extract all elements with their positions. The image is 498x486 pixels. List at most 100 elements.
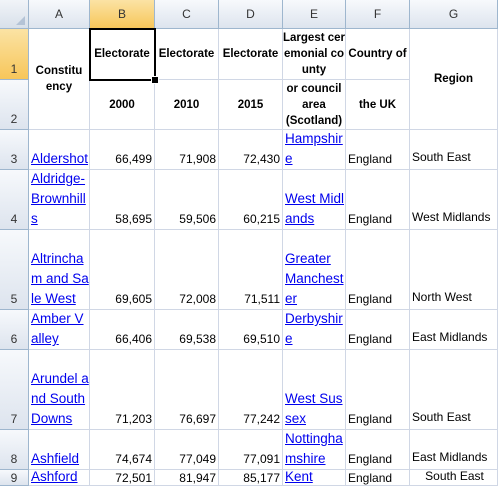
electorate-value: 72,501 xyxy=(115,470,152,485)
constituency-link[interactable]: Ashford xyxy=(31,470,78,484)
table-cell-e2000[interactable]: 66,406 xyxy=(90,310,155,350)
column-header-e[interactable]: E xyxy=(283,0,346,29)
table-cell-country[interactable]: England xyxy=(346,470,410,486)
county-link[interactable]: Derbyshire xyxy=(285,311,343,346)
row-header-5[interactable]: 5 xyxy=(0,230,29,310)
table-cell-region[interactable]: East Midlands xyxy=(410,430,498,470)
constituency-link[interactable]: Altrincham and Sale West xyxy=(31,251,89,306)
header-constituency[interactable]: Constituency xyxy=(29,29,90,130)
row-header-8[interactable]: 8 xyxy=(0,430,29,470)
table-cell-country[interactable]: England xyxy=(346,310,410,350)
table-cell-e2010[interactable]: 81,947 xyxy=(155,470,219,486)
table-cell-e2000[interactable]: 71,203 xyxy=(90,350,155,430)
cell-e2[interactable]: or council area (Scotland) xyxy=(283,80,346,130)
table-cell-e2000[interactable]: 58,695 xyxy=(90,170,155,230)
table-cell-e2010[interactable]: 72,008 xyxy=(155,230,219,310)
table-cell-county[interactable]: West Midlands xyxy=(283,170,346,230)
cell-e1[interactable]: Largest ceremonial county xyxy=(283,29,346,80)
table-cell-e2000[interactable]: 69,605 xyxy=(90,230,155,310)
table-cell-name[interactable]: Ashfield xyxy=(29,430,90,470)
table-cell-region[interactable]: South East xyxy=(410,470,498,486)
table-cell-e2015[interactable]: 85,177 xyxy=(219,470,283,486)
table-cell-name[interactable]: Aldridge-Brownhills xyxy=(29,170,90,230)
table-cell-region[interactable]: East Midlands xyxy=(410,310,498,350)
column-header-b[interactable]: B xyxy=(90,0,155,29)
table-cell-region[interactable]: West Midlands xyxy=(410,170,498,230)
constituency-link[interactable]: Aldridge-Brownhills xyxy=(31,171,86,226)
table-cell-county[interactable]: Kent xyxy=(283,470,346,486)
row-header-4[interactable]: 4 xyxy=(0,170,29,230)
table-cell-e2010[interactable]: 76,697 xyxy=(155,350,219,430)
column-header-a[interactable]: A xyxy=(29,0,90,29)
table-cell-name[interactable]: Amber Valley xyxy=(29,310,90,350)
county-link[interactable]: Greater Manchester xyxy=(285,251,344,306)
country-value: England xyxy=(348,292,393,306)
table-cell-e2015[interactable]: 71,511 xyxy=(219,230,283,310)
table-cell-county[interactable]: Greater Manchester xyxy=(283,230,346,310)
cell-b2[interactable]: 2000 xyxy=(90,80,155,130)
cell-f1[interactable]: Country of xyxy=(346,29,410,80)
county-link[interactable]: Nottinghamshire xyxy=(285,431,343,466)
row-header-3[interactable]: 3 xyxy=(0,130,29,170)
table-cell-name[interactable]: Ashford xyxy=(29,470,90,486)
table-cell-e2000[interactable]: 72,501 xyxy=(90,470,155,486)
column-header-f[interactable]: F xyxy=(346,0,410,29)
table-cell-country[interactable]: England xyxy=(346,430,410,470)
column-header-d[interactable]: D xyxy=(219,0,283,29)
table-cell-e2015[interactable]: 60,215 xyxy=(219,170,283,230)
table-cell-county[interactable]: Hampshire xyxy=(283,130,346,170)
table-cell-name[interactable]: Altrincham and Sale West xyxy=(29,230,90,310)
header-electorate-b: Electorate xyxy=(94,48,150,60)
table-cell-county[interactable]: Derbyshire xyxy=(283,310,346,350)
column-header-g[interactable]: G xyxy=(410,0,498,29)
county-link[interactable]: West Sussex xyxy=(285,391,343,426)
row-header-6[interactable]: 6 xyxy=(0,310,29,350)
header-region[interactable]: Region xyxy=(410,29,498,130)
table-cell-county[interactable]: West Sussex xyxy=(283,350,346,430)
table-cell-county[interactable]: Nottinghamshire xyxy=(283,430,346,470)
table-cell-e2000[interactable]: 66,499 xyxy=(90,130,155,170)
table-cell-e2010[interactable]: 77,049 xyxy=(155,430,219,470)
table-cell-e2000[interactable]: 74,674 xyxy=(90,430,155,470)
cell-d2[interactable]: 2015 xyxy=(219,80,283,130)
table-cell-e2015[interactable]: 69,510 xyxy=(219,310,283,350)
row-header-9[interactable]: 9 xyxy=(0,470,29,486)
table-cell-e2015[interactable]: 77,091 xyxy=(219,430,283,470)
table-cell-name[interactable]: Aldershot xyxy=(29,130,90,170)
table-cell-region[interactable]: North West xyxy=(410,230,498,310)
region-value: South East xyxy=(412,150,471,164)
cell-c2[interactable]: 2010 xyxy=(155,80,219,130)
table-cell-country[interactable]: England xyxy=(346,230,410,310)
constituency-link[interactable]: Amber Valley xyxy=(31,311,84,346)
table-cell-e2015[interactable]: 77,242 xyxy=(219,350,283,430)
table-cell-region[interactable]: South East xyxy=(410,130,498,170)
fill-handle[interactable] xyxy=(151,76,159,84)
header-year-2015: 2015 xyxy=(237,98,264,111)
electorate-value: 81,947 xyxy=(179,470,216,485)
table-cell-name[interactable]: Arundel and South Downs xyxy=(29,350,90,430)
constituency-link[interactable]: Arundel and South Downs xyxy=(31,371,89,426)
row-header-2[interactable]: 2 xyxy=(0,80,29,130)
electorate-value: 77,091 xyxy=(243,452,280,466)
row-header-7[interactable]: 7 xyxy=(0,350,29,430)
table-cell-country[interactable]: England xyxy=(346,350,410,430)
table-cell-e2010[interactable]: 69,538 xyxy=(155,310,219,350)
county-link[interactable]: Hampshire xyxy=(285,131,343,166)
table-cell-e2010[interactable]: 59,506 xyxy=(155,170,219,230)
constituency-link[interactable]: Aldershot xyxy=(31,151,89,166)
cell-c1[interactable]: Electorate xyxy=(155,29,219,80)
table-cell-region[interactable]: South East xyxy=(410,350,498,430)
cell-b1[interactable]: Electorate xyxy=(90,29,155,80)
table-cell-country[interactable]: England xyxy=(346,130,410,170)
cell-d1[interactable]: Electorate xyxy=(219,29,283,80)
row-header-1[interactable]: 1 xyxy=(0,29,29,80)
cell-f2[interactable]: the UK xyxy=(346,80,410,130)
column-header-c[interactable]: C xyxy=(155,0,219,29)
county-link[interactable]: West Midlands xyxy=(285,191,345,226)
select-all-corner[interactable] xyxy=(0,0,29,29)
table-cell-country[interactable]: England xyxy=(346,170,410,230)
constituency-link[interactable]: Ashfield xyxy=(31,451,80,466)
table-cell-e2010[interactable]: 71,908 xyxy=(155,130,219,170)
table-cell-e2015[interactable]: 72,430 xyxy=(219,130,283,170)
county-link[interactable]: Kent xyxy=(285,470,313,484)
